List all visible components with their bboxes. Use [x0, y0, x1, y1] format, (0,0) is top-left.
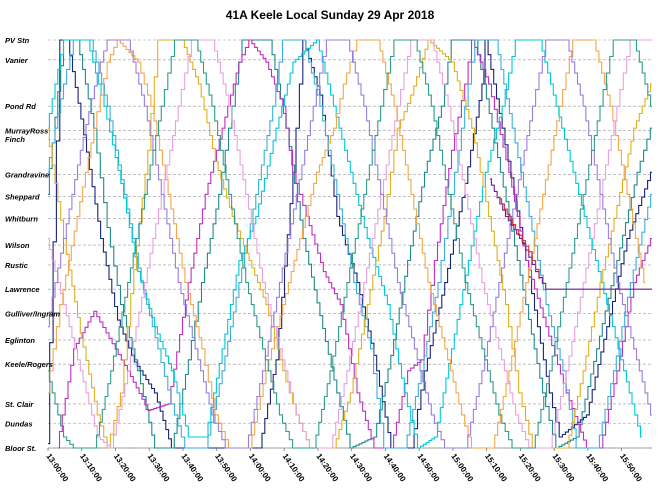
- time-tick-label: 15:10:00: [483, 452, 509, 484]
- time-tick-label: 13:20:00: [112, 452, 138, 484]
- grid-layer: [48, 39, 652, 449]
- time-tick-label: 15:40:00: [584, 452, 610, 484]
- trip-line-3: [48, 39, 652, 449]
- stop-label: Lawrence: [5, 285, 40, 294]
- time-tick-label: 14:50:00: [416, 452, 442, 484]
- time-tick-label: 13:30:00: [146, 452, 172, 484]
- stop-label: Sheppard: [5, 193, 40, 202]
- stop-label: Vanier: [5, 56, 29, 65]
- stop-label: Gulliver/Ingram: [5, 309, 60, 318]
- stop-label: Pond Rd: [5, 102, 36, 111]
- trip-line-2: [58, 39, 652, 449]
- stop-label: Dundas: [5, 420, 33, 429]
- stop-label: Keele/Rogers: [5, 360, 53, 369]
- trip-line-10: [490, 178, 652, 290]
- time-tick-label: 15:00:00: [449, 452, 475, 484]
- stop-label: PV Stn: [5, 36, 30, 45]
- series-layer: [48, 39, 652, 449]
- time-tick-label: 13:00:00: [44, 452, 70, 484]
- time-labels: 13:00:00 13:10:00 13:20:00 13:30:00 13:40:00…: [44, 448, 644, 484]
- time-tick-label: 14:20:00: [314, 452, 340, 484]
- trip-line-5: [48, 39, 652, 449]
- stop-label: Whitburn: [5, 215, 38, 224]
- trip-line-1: [48, 39, 652, 449]
- trip-line-4: [48, 39, 642, 449]
- trip-line-6: [48, 39, 646, 449]
- time-tick-label: 14:10:00: [281, 452, 307, 484]
- time-tick-label: 13:40:00: [179, 452, 205, 484]
- trip-line-8: [48, 39, 652, 449]
- stop-label: Bloor St.: [5, 444, 36, 453]
- trip-line-7: [48, 39, 652, 449]
- time-tick-label: 14:00:00: [247, 452, 273, 484]
- stop-label: Grandravine: [5, 171, 49, 180]
- stop-label: St. Clair: [5, 400, 34, 409]
- time-tick-label: 15:50:00: [618, 452, 644, 484]
- time-tick-label: 14:40:00: [382, 452, 408, 484]
- trip-line-0: [48, 39, 652, 449]
- time-tick-label: 14:30:00: [348, 452, 374, 484]
- stop-label: Wilson: [5, 241, 30, 250]
- time-tick-label: 15:30:00: [551, 452, 577, 484]
- time-tick-label: 15:20:00: [517, 452, 543, 484]
- stop-label: Finch: [5, 135, 25, 144]
- stop-label: Rustic: [5, 261, 29, 270]
- chart-title: 41A Keele Local Sunday 29 Apr 2018: [225, 8, 435, 22]
- stop-label: Eglinton: [5, 336, 35, 345]
- trip-line-9: [48, 39, 652, 449]
- trip-line-11: [500, 198, 541, 279]
- stop-label: MurrayRoss: [5, 126, 48, 135]
- time-tick-label: 13:10:00: [78, 452, 104, 484]
- time-tick-label: 13:50:00: [213, 452, 239, 484]
